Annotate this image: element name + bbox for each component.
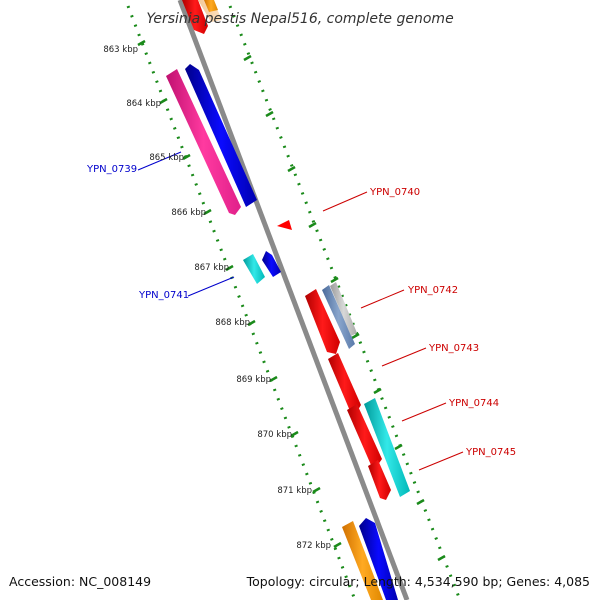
label-connectors	[137, 151, 464, 471]
tick-label: 872 kbp	[296, 541, 331, 551]
gene-orange-bottom[interactable]	[342, 521, 383, 600]
gene-label-ypn-0741[interactable]: YPN_0741	[138, 290, 189, 301]
major-ticks-right	[243, 54, 446, 562]
tick-labels: 863 kbp 864 kbp 865 kbp 866 kbp 867 kbp …	[103, 45, 331, 551]
tick-label: 863 kbp	[103, 45, 138, 55]
gene-blue-small[interactable]	[262, 251, 281, 277]
gene-ypn-0739[interactable]	[166, 69, 241, 215]
gene-ypn-0745[interactable]	[368, 460, 391, 500]
major-ticks-left	[137, 39, 342, 549]
gene-blue-long[interactable]	[185, 64, 257, 207]
tick-label: 868 kbp	[215, 318, 250, 328]
tick-label: 869 kbp	[236, 375, 271, 385]
tick-label: 865 kbp	[149, 153, 184, 163]
tick-label: 867 kbp	[194, 263, 229, 273]
gene-cyan-long[interactable]	[364, 398, 410, 497]
gene-red-top[interactable]	[182, 0, 208, 34]
gene-label-ypn-0745[interactable]: YPN_0745	[465, 447, 516, 458]
tick-guide-right	[228, 5, 462, 600]
accession-text: Accession: NC_008149	[9, 574, 151, 589]
gene-orange-top[interactable]	[204, 0, 218, 12]
gene-steel[interactable]	[322, 285, 355, 349]
tick-label: 864 kbp	[126, 99, 161, 109]
tick-label: 870 kbp	[257, 430, 292, 440]
gene-labels: YPN_0739 YPN_0740 YPN_0741 YPN_0742 YPN_…	[86, 164, 516, 458]
gene-blue-bottom[interactable]	[359, 518, 398, 600]
topology-text: Topology: circular; Length: 4,534,590 bp…	[246, 574, 590, 589]
gene-grey[interactable]	[330, 282, 357, 336]
gene-label-ypn-0743[interactable]: YPN_0743	[428, 343, 479, 354]
tick-label: 871 kbp	[277, 486, 312, 496]
gene-label-ypn-0744[interactable]: YPN_0744	[448, 398, 499, 409]
gene-ypn-0744[interactable]	[347, 404, 382, 466]
gene-label-ypn-0739[interactable]: YPN_0739	[86, 164, 137, 175]
genome-backbone	[177, 0, 410, 600]
map-title: Yersinia pestis Nepal516, complete genom…	[146, 11, 453, 27]
gene-ypn-0742[interactable]	[305, 289, 340, 354]
gene-label-ypn-0742[interactable]: YPN_0742	[407, 285, 458, 296]
gene-ypn-0740[interactable]	[277, 220, 292, 230]
gene-ypn-0741[interactable]	[243, 254, 265, 284]
gene-ypn-0743[interactable]	[328, 353, 361, 413]
tick-label: 866 kbp	[171, 208, 206, 218]
gene-label-ypn-0740[interactable]: YPN_0740	[369, 187, 420, 198]
